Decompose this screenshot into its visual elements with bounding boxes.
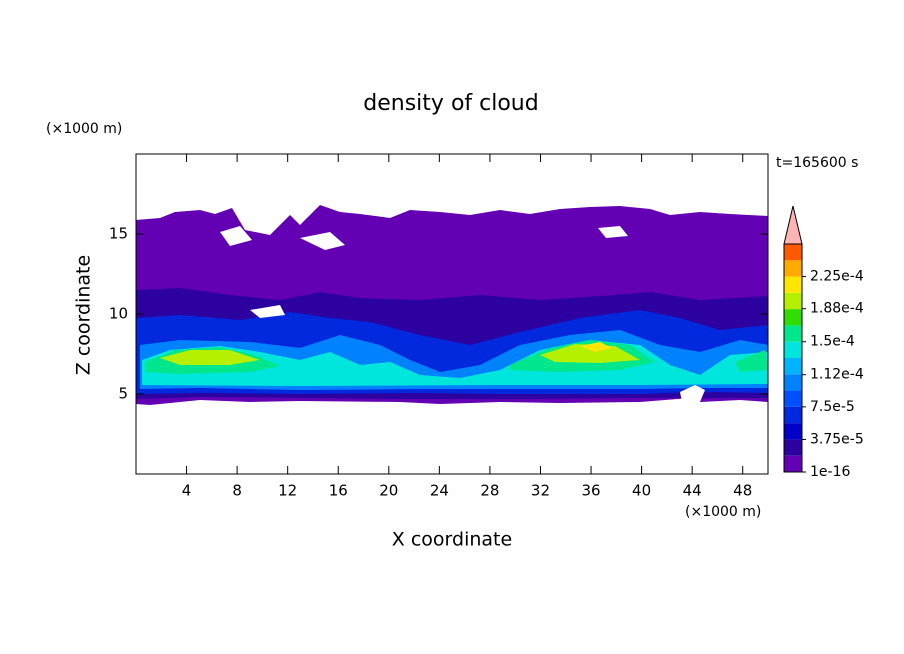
- y-tick-label: 10: [109, 305, 128, 323]
- x-tick-label: 40: [632, 482, 651, 500]
- colorbar-tick-label: 3.75e-5: [810, 431, 864, 447]
- colorbar-bin: [784, 406, 802, 424]
- colorbar-bin: [784, 292, 802, 310]
- colorbar-bin: [784, 439, 802, 456]
- x-tick-label: 8: [232, 482, 242, 500]
- y-tick-label: 5: [118, 385, 128, 403]
- x-unit: (×1000 m): [685, 504, 761, 520]
- colorbar-bin: [784, 341, 802, 358]
- colorbar-tick-label: 7.5e-5: [810, 399, 855, 415]
- y-unit: (×1000 m): [46, 121, 122, 137]
- x-axis-label: X coordinate: [392, 529, 512, 551]
- x-tick-label: 16: [329, 482, 348, 500]
- x-tick-label: 36: [581, 482, 600, 500]
- colorbar-bin: [784, 374, 802, 391]
- colorbar-bin: [784, 276, 802, 293]
- x-tick-label: 44: [683, 482, 702, 500]
- colorbar-frame: [783, 243, 803, 473]
- colorbar-bin: [784, 423, 802, 440]
- colorbar-bin: [784, 244, 802, 261]
- colorbar-bin: [784, 358, 802, 375]
- colorbar-bin: [784, 260, 802, 277]
- colorbar-bin: [784, 390, 802, 407]
- colorbar-bin: [784, 325, 802, 342]
- colorbar-tick-label: 1.5e-4: [810, 334, 855, 350]
- chart-title: density of cloud: [363, 91, 538, 116]
- colorbar-tick-label: 2.25e-4: [810, 269, 864, 285]
- colorbar-tick-label: 1e-16: [810, 464, 850, 480]
- x-tick-label: 12: [278, 482, 297, 500]
- y-axis-label: Z coordinate: [73, 255, 95, 375]
- x-tick-label: 24: [430, 482, 449, 500]
- y-tick-label: 15: [109, 225, 128, 243]
- x-tick-label: 32: [531, 482, 550, 500]
- x-tick-label: 4: [182, 482, 192, 500]
- time-label: t=165600 s: [776, 155, 858, 171]
- colorbar-tick-label: 1.88e-4: [810, 301, 864, 317]
- colorbar-tick-label: 1.12e-4: [810, 367, 864, 383]
- colorbar-bin: [784, 309, 802, 326]
- x-tick-label: 28: [480, 482, 499, 500]
- colorbar-extend: [783, 205, 803, 245]
- contour-field: [136, 205, 768, 405]
- x-tick-label: 20: [379, 482, 398, 500]
- colorbar-bin: [784, 455, 802, 472]
- contour-region: [580, 342, 612, 352]
- x-tick-label: 48: [733, 482, 752, 500]
